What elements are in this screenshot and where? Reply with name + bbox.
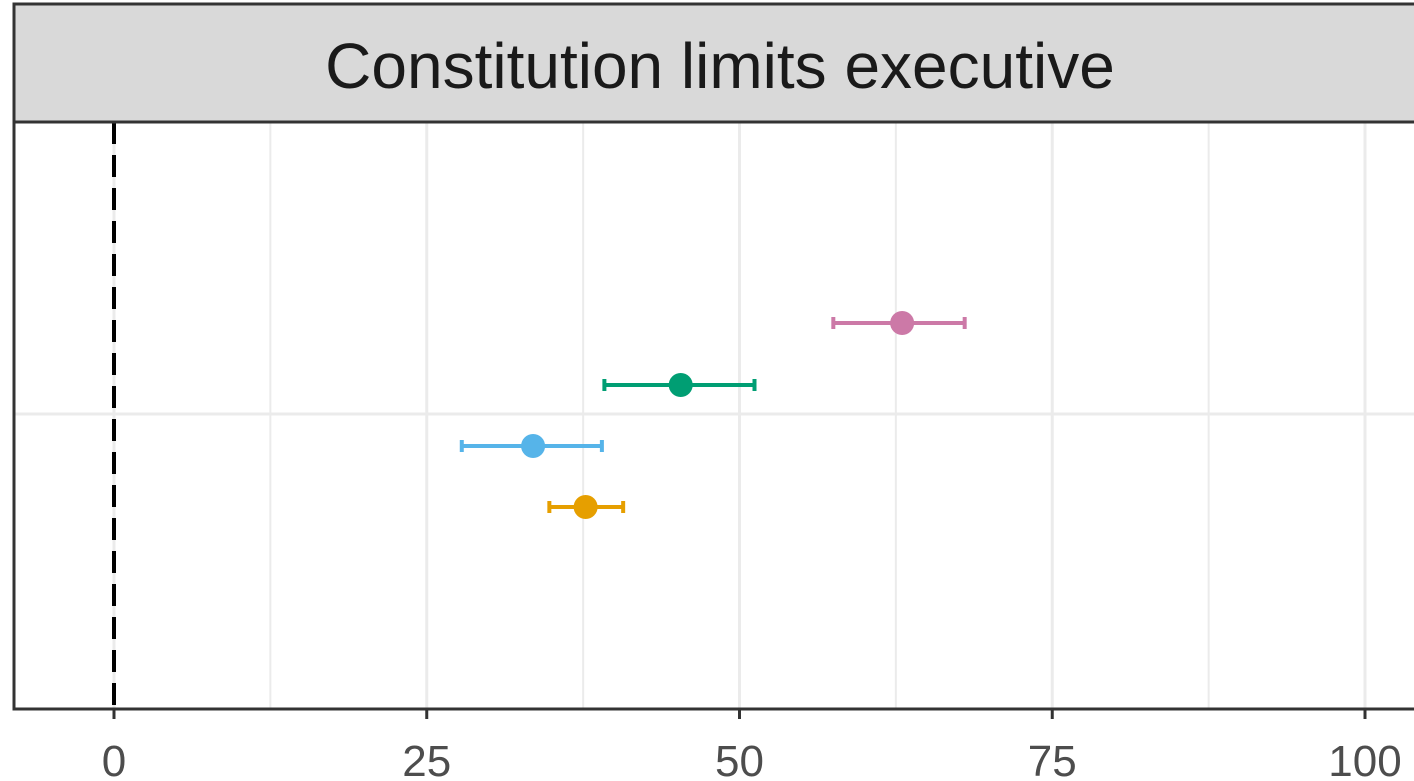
estimate-point	[890, 311, 915, 335]
x-tick-label: 0	[102, 737, 126, 781]
grid-layer	[14, 122, 1414, 709]
point-range	[831, 311, 967, 335]
x-tick-label: 75	[1028, 737, 1077, 781]
point-range	[459, 434, 604, 458]
point-range	[602, 373, 757, 397]
chart-title: Constitution limits executive	[325, 30, 1115, 102]
estimate-point	[573, 495, 598, 519]
panel-border	[12, 120, 1414, 711]
facet-strip	[12, 2, 1414, 124]
x-tick-label: 25	[402, 737, 451, 781]
x-axis: 0 25 50 75 100	[102, 709, 1402, 781]
marks-layer	[459, 311, 967, 519]
estimate-point	[521, 434, 546, 458]
x-tick-label: 100	[1328, 737, 1401, 781]
x-tick-label: 50	[715, 737, 764, 781]
plot-panel	[12, 120, 1414, 711]
estimate-point	[668, 373, 693, 397]
point-range	[547, 495, 626, 519]
